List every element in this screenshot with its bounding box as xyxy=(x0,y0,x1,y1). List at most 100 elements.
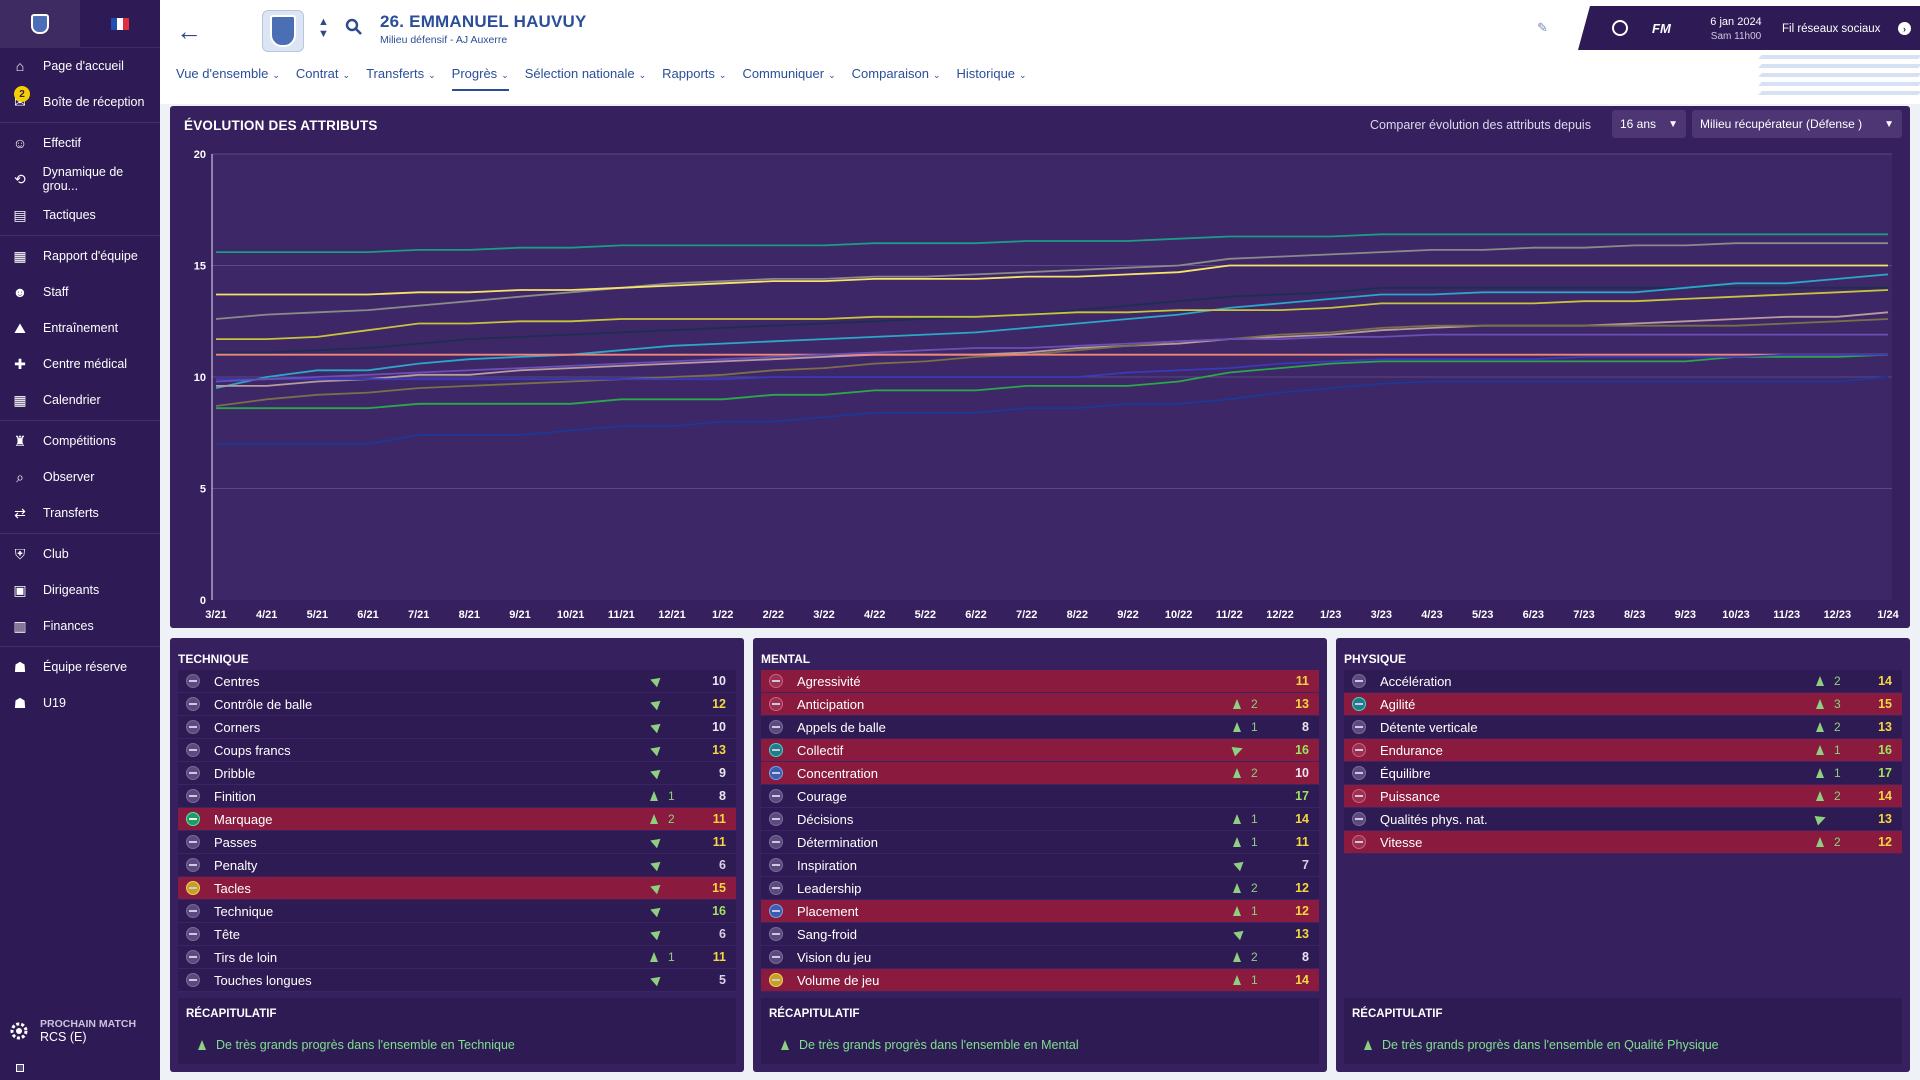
attribute-row[interactable]: Tête 6 xyxy=(178,923,736,946)
attribute-row[interactable]: Agilité 3 15 xyxy=(1344,693,1902,716)
social-feed-label[interactable]: Fil réseaux sociaux xyxy=(1782,23,1881,35)
tab-item[interactable]: Rapports ⌄ xyxy=(662,66,726,91)
series-line[interactable] xyxy=(216,286,1888,354)
sidebar-item[interactable]: ▣ Dirigeants xyxy=(0,572,160,608)
attribute-row[interactable]: Agressivité 11 xyxy=(761,670,1319,693)
sidebar-item[interactable]: ▥ Finances xyxy=(0,608,160,644)
sidebar-item[interactable]: ⛨ Club xyxy=(0,536,160,572)
x-tick-label: 8/21 xyxy=(459,609,480,621)
attribute-row[interactable]: Anticipation 2 13 xyxy=(761,693,1319,716)
attribute-row[interactable]: Passes 11 xyxy=(178,831,736,854)
sidebar-item[interactable]: ▦ Calendrier xyxy=(0,382,160,418)
chevron-down-icon[interactable]: ▼ xyxy=(318,28,329,40)
calendar-icon: ▦ xyxy=(13,391,27,408)
attribute-row[interactable]: Vitesse 2 12 xyxy=(1344,831,1902,854)
attribute-row[interactable]: Dribble 9 xyxy=(178,762,736,785)
attribute-row[interactable]: Courage 17 xyxy=(761,785,1319,808)
sidebar-item[interactable]: ⇄ Transferts xyxy=(0,495,160,531)
physique-title: PHYSIQUE xyxy=(1344,652,1407,666)
attribute-row[interactable]: Technique 16 xyxy=(178,900,736,923)
attribute-row[interactable]: Décisions 1 14 xyxy=(761,808,1319,831)
tab-item[interactable]: Communiquer ⌄ xyxy=(742,66,835,91)
series-line[interactable] xyxy=(216,233,1888,254)
sidebar-item[interactable]: ▦ Rapport d'équipe xyxy=(0,238,160,274)
attribute-change: 2 xyxy=(1233,697,1258,711)
attribute-row[interactable]: Puissance 2 14 xyxy=(1344,785,1902,808)
attribute-row[interactable]: Appels de balle 1 8 xyxy=(761,716,1319,739)
sidebar-item[interactable]: ⌂ Page d'accueil xyxy=(0,48,160,84)
nation-tab[interactable] xyxy=(80,0,160,47)
attribute-row[interactable]: Placement 1 12 xyxy=(761,900,1319,923)
attribute-row[interactable]: Vision du jeu 2 8 xyxy=(761,946,1319,969)
sidebar-item[interactable]: ⟲ Dynamique de grou... xyxy=(0,161,160,197)
tab-item[interactable]: Contrat ⌄ xyxy=(296,66,350,91)
pencil-icon[interactable]: ✎ xyxy=(1537,20,1548,35)
attribute-row[interactable]: Concentration 2 10 xyxy=(761,762,1319,785)
series-line[interactable] xyxy=(216,289,1889,341)
series-line[interactable] xyxy=(215,273,1889,389)
series-line[interactable] xyxy=(215,318,1889,407)
attribute-row[interactable]: Volume de jeu 1 14 xyxy=(761,969,1319,992)
series-line[interactable] xyxy=(215,242,1888,320)
attribute-row[interactable]: Collectif 16 xyxy=(761,739,1319,762)
attribute-row[interactable]: Endurance 1 16 xyxy=(1344,739,1902,762)
attribute-row[interactable]: Coups francs 13 xyxy=(178,739,736,762)
sidebar-item[interactable]: ✚ Centre médical xyxy=(0,346,160,382)
sidebar-item[interactable]: ☗ U19 xyxy=(0,685,160,721)
back-arrow-icon[interactable]: ← xyxy=(176,16,202,46)
attribute-row[interactable]: Tirs de loin 1 11 xyxy=(178,946,736,969)
search-icon[interactable] xyxy=(345,18,363,41)
series-line[interactable] xyxy=(216,353,1889,410)
series-line[interactable] xyxy=(216,376,1889,445)
attribute-row[interactable]: Accélération 2 14 xyxy=(1344,670,1902,693)
attribute-row[interactable]: Marquage 2 11 xyxy=(178,808,736,831)
tab-item[interactable]: Transferts ⌄ xyxy=(366,66,436,91)
attribute-row[interactable]: Centres 10 xyxy=(178,670,736,693)
attribute-row[interactable]: Corners 10 xyxy=(178,716,736,739)
role-dropdown[interactable]: Milieu récupérateur (Défense ) ▼ xyxy=(1692,110,1902,138)
club-crest[interactable] xyxy=(262,10,304,52)
player-nav-arrows[interactable]: ▲ ▼ xyxy=(318,16,329,40)
sidebar-item[interactable]: ☺ Effectif xyxy=(0,125,160,161)
series-line[interactable] xyxy=(216,264,1888,296)
attribute-value: 13 xyxy=(712,743,726,757)
years-dropdown[interactable]: 16 ans ▼ xyxy=(1612,110,1686,138)
attribute-row[interactable]: Tacles 15 xyxy=(178,877,736,900)
attribute-row[interactable]: Finition 1 8 xyxy=(178,785,736,808)
sidebar-item[interactable]: ▤ Tactiques xyxy=(0,197,160,233)
series-line[interactable] xyxy=(216,311,1889,387)
attribute-name: Anticipation xyxy=(797,696,865,712)
attribute-row[interactable]: Touches longues 5 xyxy=(178,969,736,992)
series-line[interactable] xyxy=(216,353,1888,381)
fm-logo[interactable]: FM xyxy=(1652,21,1671,36)
tab-item[interactable]: Progrès ⌄ xyxy=(451,66,509,91)
club-tab[interactable] xyxy=(0,0,80,47)
sidebar-item[interactable]: ☻ Staff xyxy=(0,274,160,310)
attribute-row[interactable]: Détermination 1 11 xyxy=(761,831,1319,854)
tab-item[interactable]: Sélection nationale ⌄ xyxy=(525,66,646,91)
series-line[interactable] xyxy=(215,333,1888,383)
player-subtitle[interactable]: Milieu défensif - AJ Auxerre xyxy=(380,34,508,46)
attribute-row[interactable]: Inspiration 7 xyxy=(761,854,1319,877)
attribute-row[interactable]: Détente verticale 2 13 xyxy=(1344,716,1902,739)
tab-item[interactable]: Vue d'ensemble ⌄ xyxy=(176,66,280,91)
tab-item[interactable]: Historique ⌄ xyxy=(957,66,1027,91)
attribute-row[interactable]: Contrôle de balle 12 xyxy=(178,693,736,716)
finances-icon: ▥ xyxy=(13,617,27,634)
attribute-row[interactable]: Sang-froid 13 xyxy=(761,923,1319,946)
attribute-row[interactable]: Qualités phys. nat. 13 xyxy=(1344,808,1902,831)
sidebar-item[interactable]: ☗ Équipe réserve xyxy=(0,649,160,685)
chevron-right-icon[interactable]: › xyxy=(1898,22,1911,35)
attribute-row[interactable]: Équilibre 1 17 xyxy=(1344,762,1902,785)
arrow-up-icon xyxy=(1233,883,1241,893)
attribute-row[interactable]: Penalty 6 xyxy=(178,854,736,877)
ball-icon[interactable] xyxy=(1612,20,1628,36)
next-match[interactable]: PROCHAIN MATCH RCS (E) xyxy=(8,1018,136,1044)
sidebar-item[interactable]: ⛰ Entraînement xyxy=(0,310,160,346)
chevron-up-icon[interactable]: ▲ xyxy=(318,16,329,28)
tab-item[interactable]: Comparaison ⌄ xyxy=(852,66,941,91)
sidebar-item[interactable]: ♜ Compétitions xyxy=(0,423,160,459)
attribute-row[interactable]: Leadership 2 12 xyxy=(761,877,1319,900)
sidebar-item[interactable]: ⌕ Observer xyxy=(0,459,160,495)
